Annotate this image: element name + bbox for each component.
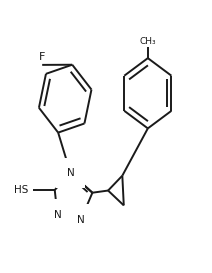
Text: HS: HS xyxy=(14,185,29,195)
Text: F: F xyxy=(39,52,45,62)
Text: N: N xyxy=(54,210,61,220)
Text: N: N xyxy=(67,168,74,178)
Text: CH₃: CH₃ xyxy=(139,37,156,46)
Text: N: N xyxy=(77,215,85,225)
